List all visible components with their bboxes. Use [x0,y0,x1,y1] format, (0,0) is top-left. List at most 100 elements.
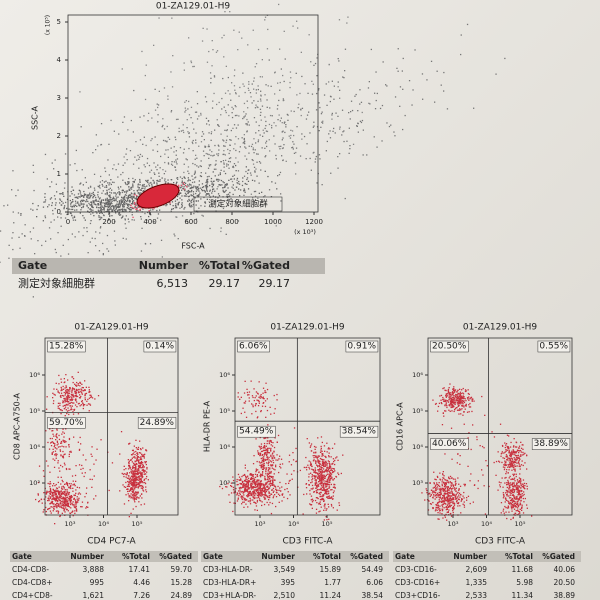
dot [350,111,352,113]
dot [323,459,325,461]
dot [99,232,101,234]
dot [264,477,266,479]
dot [316,502,318,504]
dot [73,396,75,398]
dot [188,196,190,198]
dot [134,486,136,489]
dot [261,454,264,456]
dot [127,459,129,461]
dot [64,394,66,396]
dot [105,199,107,202]
dot [144,242,147,245]
dot [202,186,204,189]
dot [329,100,331,103]
dot [326,104,328,106]
dot [90,213,92,215]
dot [120,199,122,201]
dot [269,477,271,480]
dot [328,467,331,470]
quadrant-label: 59.70% [49,418,84,428]
dot [92,197,94,199]
dot [137,497,139,499]
dot [74,502,77,504]
dot [53,505,55,507]
dot [260,94,262,96]
dot [66,399,68,401]
dot [69,212,72,214]
dot [128,196,130,199]
dot [277,459,279,461]
dot [259,489,262,491]
dot [93,498,95,500]
dot [402,88,404,90]
dot [267,479,269,481]
dot [96,448,98,450]
dot [267,85,269,87]
dot [198,207,200,209]
dot [322,120,324,122]
dot [100,123,103,125]
dot [263,449,265,451]
dot [57,505,59,507]
dot [266,459,268,461]
dot [73,506,76,508]
dot [143,454,145,456]
dot [243,137,245,140]
dot [132,470,134,472]
dot [257,88,259,91]
dot [95,204,97,206]
dot [55,494,57,496]
dot [45,240,47,242]
dot [132,483,134,485]
dot [270,196,273,198]
dot [224,92,227,94]
dot [175,216,177,218]
dot [47,482,49,485]
dot [127,183,129,185]
dot [172,208,174,210]
dot [325,516,327,518]
dot [190,201,193,204]
dot [135,476,137,478]
dot [269,467,271,469]
dot [260,495,263,497]
dot [184,190,186,192]
dot [119,205,121,207]
dot [66,503,68,505]
dot [60,213,62,215]
dot [70,405,72,407]
dot [255,410,257,413]
dot [126,197,128,199]
dot [126,148,128,150]
dot [185,193,187,196]
dot [66,494,68,496]
dot [167,179,169,181]
dot [246,158,248,160]
dot [98,219,101,221]
dot [130,187,132,189]
dot [63,195,65,197]
dot [103,181,106,183]
dot [268,440,271,442]
dot [258,461,260,463]
dot [253,486,255,488]
dot [73,503,75,506]
dot [247,172,249,175]
dot [115,206,117,208]
dot [255,391,258,393]
dot [282,137,284,139]
dot [77,201,79,203]
dot [61,389,63,391]
dot [237,170,240,172]
dot [80,194,82,196]
dot [157,213,160,215]
dot [231,186,233,188]
dot [60,392,63,394]
dot [194,111,197,113]
dot [75,392,78,394]
dot [237,396,239,398]
dot [241,184,244,187]
dot [122,215,124,217]
dot [246,388,248,390]
dot [243,188,245,190]
